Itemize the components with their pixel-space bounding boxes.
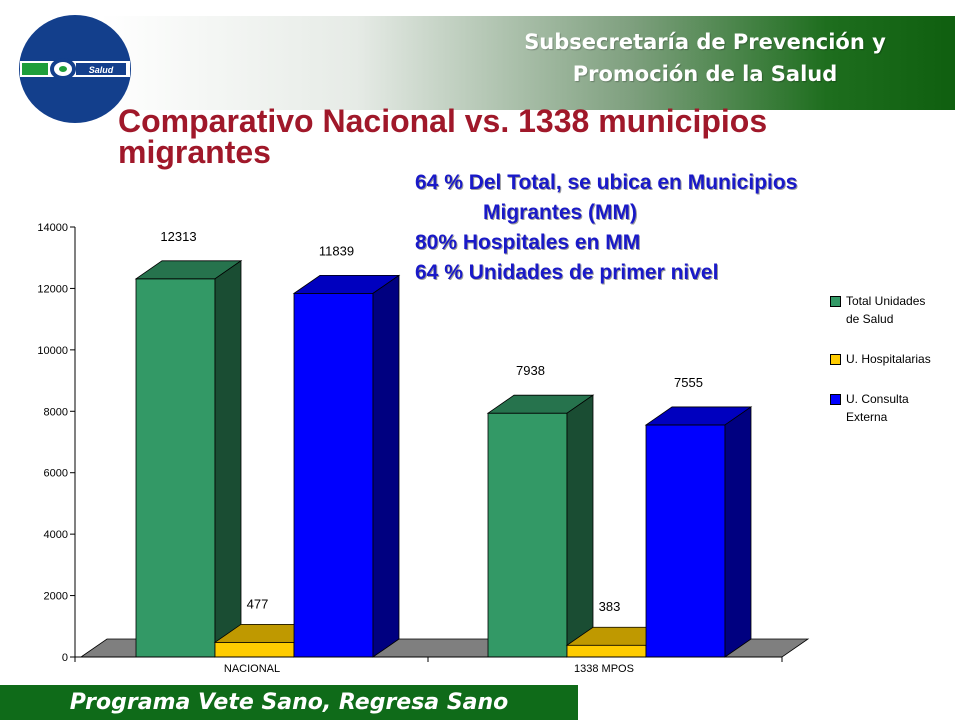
- legend-label: U. Hospitalarias: [846, 352, 931, 366]
- note-1: 64 % Del Total, se ubica en Municipios: [415, 171, 798, 194]
- legend-swatch: [830, 394, 841, 405]
- bar-value-label: 7938: [516, 363, 545, 378]
- logo-text: Salud: [89, 65, 114, 75]
- chart-legend: Total Unidades de Salud U. Hospitalarias U.…: [830, 292, 931, 448]
- bar-side: [566, 394, 594, 658]
- legend-label: Externa: [846, 410, 888, 424]
- bar-front: [135, 278, 216, 658]
- legend-swatch: [830, 296, 841, 307]
- bar-chart: 0 2000 4000 6000 8000 10000 12000 14000 12313 477…: [37, 222, 810, 675]
- header-line-1: Subsecretaría de Prevención y: [524, 30, 886, 54]
- y-tick-label: 14000: [37, 222, 68, 234]
- note-4: 64 % Unidades de primer nivel: [415, 261, 719, 284]
- bar-front: [566, 644, 647, 658]
- header-line-2: Promoción de la Salud: [572, 62, 838, 86]
- note-3: 80% Hospitales en MM: [415, 231, 641, 254]
- salud-logo: Salud: [19, 15, 131, 123]
- bar-side: [372, 274, 400, 658]
- bar-value-label: 477: [247, 596, 269, 611]
- bar-front: [487, 412, 568, 658]
- legend-item: U. Hospitalarias: [830, 350, 931, 368]
- title-line-1: Comparativo Nacional vs. 1338 municipios: [118, 103, 768, 139]
- y-tick-label: 4000: [44, 529, 68, 541]
- legend-item: U. Consulta Externa: [830, 390, 931, 426]
- y-tick-label: 0: [62, 652, 68, 664]
- y-tick-label: 10000: [37, 345, 68, 357]
- legend-label: Total Unidades: [846, 294, 926, 308]
- bar-value-label: 11839: [319, 243, 354, 258]
- title-line-2: migrantes: [118, 134, 271, 170]
- header-text: Subsecretaría de Prevención y Promoción …: [430, 26, 960, 90]
- bar-value-label: 12313: [160, 229, 196, 244]
- notes-block: 64 % Del Total, se ubica en Municipios M…: [415, 168, 797, 288]
- bar-front: [293, 292, 374, 658]
- y-tick-label: 6000: [44, 468, 68, 480]
- x-category-label: 1338 MPOS: [574, 663, 634, 675]
- x-category-label: NACIONAL: [224, 663, 280, 675]
- bar-front: [645, 424, 726, 658]
- legend-swatch: [830, 354, 841, 365]
- y-tick-label: 8000: [44, 406, 68, 418]
- legend-label: de Salud: [846, 312, 894, 326]
- legend-item: Total Unidades de Salud: [830, 292, 931, 328]
- bar-value-label: 383: [599, 599, 621, 614]
- bar-side: [214, 260, 242, 658]
- footer-text: Programa Vete Sano, Regresa Sano: [69, 690, 509, 715]
- header-band: [100, 16, 955, 110]
- bar-value-label: 7555: [674, 375, 703, 390]
- footer-band: Programa Vete Sano, Regresa Sano: [0, 685, 578, 720]
- bar-front: [214, 641, 295, 658]
- note-2: Migrantes (MM): [483, 201, 637, 224]
- legend-label: U. Consulta: [846, 392, 909, 406]
- page-title: Comparativo Nacional vs. 1338 municipios…: [118, 103, 938, 170]
- y-tick-label: 2000: [44, 591, 68, 603]
- y-tick-label: 12000: [37, 283, 68, 295]
- bar-side: [724, 406, 752, 658]
